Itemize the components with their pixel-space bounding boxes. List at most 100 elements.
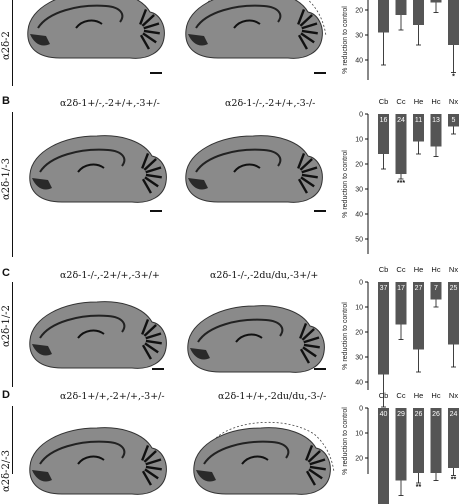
category-label-nx: Nx: [449, 391, 458, 400]
category-label-he: He: [414, 391, 424, 400]
hippocampus-line: [77, 455, 105, 465]
category-label-hc: Hc: [431, 391, 440, 400]
panel-d-row: D α2δ-2/-3 α2δ-1+/+,-2+/+,-3+/- α2δ-1+/+…: [0, 388, 474, 504]
y-tick-label: 20: [355, 162, 363, 169]
category-label-cb: Cb: [379, 97, 389, 106]
bar-cc: [395, 282, 407, 325]
bar-he: [413, 408, 424, 473]
category-label-nx: Nx: [449, 97, 458, 106]
cerebellar-folium: [300, 32, 315, 44]
category-label-he: He: [414, 97, 424, 106]
panel-d-chart: 0 10 20 % reduction to control Cb 40 Cc 29 He 26 *…: [342, 391, 459, 504]
cerebellar-folium: [299, 14, 313, 27]
cerebellar-folium: [299, 323, 308, 339]
cerebellar-folium: [142, 32, 157, 44]
cerebellar-folium: [141, 344, 152, 360]
panel-c-genotype-left: α2δ-1-/-,-2+/+,-3+/+: [60, 270, 160, 281]
cerebellar-folium: [303, 336, 320, 344]
panel-a-row-label: α2δ-2: [1, 31, 12, 60]
cerebellar-folium: [299, 158, 313, 171]
olfactory-bulb: [188, 34, 208, 46]
panel-a-scalebar-right: [314, 72, 326, 74]
dashed-outline: [207, 0, 327, 37]
hippocampus-line: [77, 163, 105, 173]
cortex-line: [195, 148, 282, 173]
cerebellar-folium: [144, 342, 159, 354]
panel-a-scalebar-left: [150, 72, 162, 74]
brain-outline: [187, 305, 325, 373]
panel-b-genotype-right: α2δ-1-/-,-2+/+,-3-/-: [225, 98, 316, 109]
n-label-nx: 24: [450, 411, 458, 418]
y-tick-label: 30: [355, 33, 363, 40]
cerebellar-folium: [145, 339, 162, 345]
n-label-cc: 17: [397, 285, 405, 292]
n-label-cb: 40: [380, 411, 388, 418]
bar-hc: [430, 0, 442, 3]
n-label-cc: 24: [397, 117, 405, 124]
cerebellar-folium: [141, 178, 152, 194]
bar-cc: [395, 0, 407, 15]
cerebellar-folium: [145, 465, 162, 471]
olfactory-bulb: [30, 34, 50, 46]
panel-b-letter: B: [2, 95, 10, 107]
bar-he: [413, 114, 424, 142]
cerebellar-folium: [305, 445, 314, 461]
y-tick-label: 30: [355, 355, 363, 362]
bar-nx: [448, 0, 459, 45]
cortex-line: [37, 4, 124, 29]
y-tick-label: 0: [359, 112, 363, 119]
panel-c-row-label: α2δ-1/-2: [1, 305, 12, 347]
brain-outline: [29, 135, 167, 203]
panel-a-divider: [12, 0, 14, 86]
cerebellar-folium: [297, 178, 308, 194]
cerebellar-folium: [143, 158, 157, 171]
cerebellar-folium: [301, 22, 318, 30]
panel-b-row-label: α2δ-1/-3: [1, 158, 12, 200]
cerebellar-folium: [301, 328, 315, 341]
bar-cc: [395, 114, 407, 174]
bar-cb: [378, 408, 389, 504]
brain-outline: [29, 301, 167, 369]
olfactory-bulb: [190, 348, 210, 360]
bar-he: [413, 282, 424, 350]
brain-outline: [185, 135, 323, 203]
y-axis-label: % reduction to control: [342, 6, 349, 74]
bar-hc: [430, 282, 442, 300]
cerebellar-folium: [141, 153, 150, 169]
panel-a-section-right: [185, 0, 327, 59]
cerebellar-folium: [145, 166, 162, 174]
panel-c-divider: [12, 282, 14, 387]
panel-b-section-right: [185, 135, 323, 203]
dashed-outline: [215, 421, 335, 473]
panel-d-genotype-left: α2δ-1+/+,-2+/+,-3+/-: [60, 391, 165, 402]
category-label-he: He: [414, 265, 424, 274]
hippocampus-line: [241, 455, 269, 465]
y-tick-label: 40: [355, 212, 363, 219]
y-tick-label: 10: [355, 137, 363, 144]
n-label-nx: 5: [452, 117, 456, 124]
panel-c-genotype-right: α2δ-1-/-,-2du/du,-3+/+: [210, 270, 319, 281]
cerebellar-folium: [139, 34, 150, 50]
cerebellar-folium: [309, 458, 326, 466]
y-axis-label: % reduction to control: [342, 302, 349, 370]
category-label-cc: Cc: [396, 97, 405, 106]
hippocampus-line: [75, 19, 103, 29]
n-label-cc: 29: [397, 411, 405, 418]
panel-d-section-left: [29, 427, 167, 495]
cerebellar-folium: [297, 153, 306, 169]
y-tick-label: 50: [355, 237, 363, 244]
bar-hc: [430, 114, 442, 147]
panel-c-scalebar-right: [314, 368, 326, 370]
cortex-line: [39, 148, 126, 173]
n-label-he: 11: [415, 117, 422, 124]
n-label-he: 27: [415, 285, 423, 292]
category-label-cb: Cb: [379, 391, 389, 400]
category-label-cc: Cc: [396, 265, 405, 274]
hippocampus-line: [233, 19, 261, 29]
brain-outline: [185, 0, 323, 59]
bar-cb: [378, 282, 389, 375]
y-tick-label: 0: [359, 406, 363, 413]
panel-c-scalebar-left: [152, 368, 164, 370]
category-label-nx: Nx: [449, 265, 458, 274]
cerebellar-folium: [307, 450, 321, 463]
